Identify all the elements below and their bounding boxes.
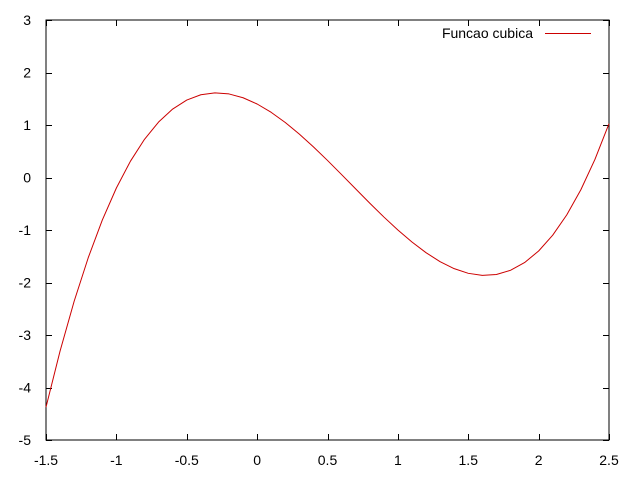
x-tick-label: 2	[535, 452, 543, 468]
y-tick-label: 1	[23, 117, 31, 133]
x-tick-label: 2.5	[599, 452, 619, 468]
y-tick-label: -5	[19, 432, 32, 448]
x-tick-label: 1.5	[459, 452, 479, 468]
x-tick-label: 1	[394, 452, 402, 468]
y-tick-label: -2	[19, 275, 32, 291]
x-tick-label: -1	[110, 452, 123, 468]
y-tick-label: 2	[23, 65, 31, 81]
y-tick-label: 3	[23, 12, 31, 28]
y-tick-label: 0	[23, 170, 31, 186]
x-tick-label: -1.5	[34, 452, 58, 468]
series-layer	[45, 92, 610, 408]
axes-layer: -1.5 -1 -0.5 0 0.5 1 1.5 2 2.5 -5 -4 -3 -2 -1 0 1 2 3	[19, 12, 619, 468]
series-line-0	[45, 92, 610, 408]
x-tick-label: -0.5	[175, 452, 199, 468]
y-tick-label: -3	[19, 327, 32, 343]
x-tick-label: 0	[253, 452, 261, 468]
legend-label-series-0: Funcao cubica	[442, 25, 533, 41]
x-tick-label: 0.5	[318, 452, 338, 468]
y-tick-label: -1	[19, 222, 32, 238]
legend: Funcao cubica	[442, 25, 591, 41]
y-tick-label: -4	[19, 380, 32, 396]
